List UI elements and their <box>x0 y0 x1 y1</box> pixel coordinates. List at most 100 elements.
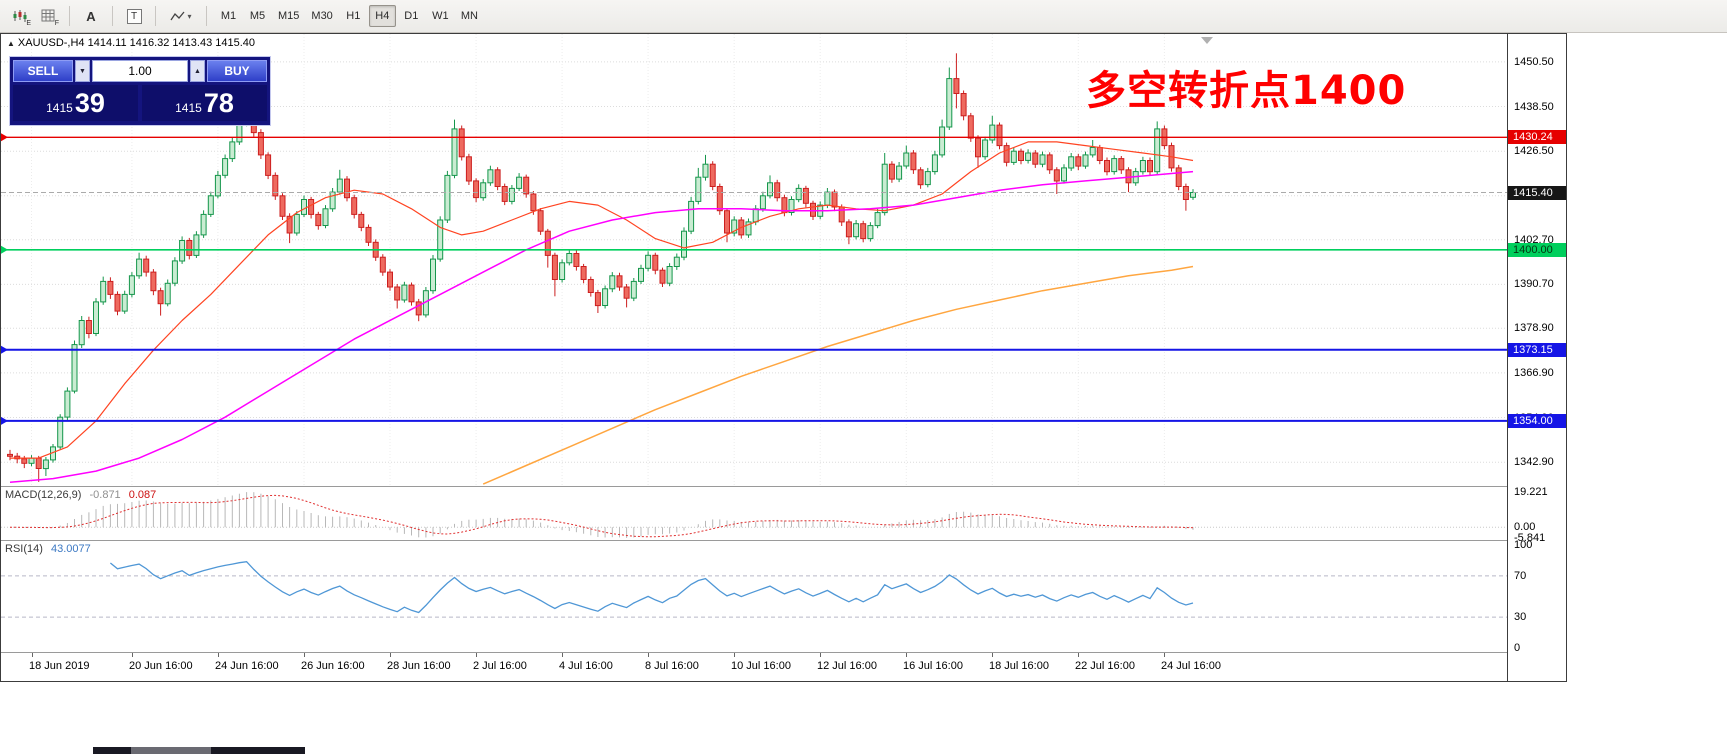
macd-header: MACD(12,26,9) -0.871 0.087 <box>5 489 156 501</box>
time-axis-tick <box>218 653 219 657</box>
trade-panel-top-row: SELL ▼ 1.00 ▲ BUY <box>10 57 270 84</box>
sell-price-display[interactable]: 1415 39 <box>13 85 138 121</box>
price-axis-label: 1450.50 <box>1514 55 1554 68</box>
background-window-fragment <box>93 747 305 754</box>
rsi-axis-label: 0 <box>1514 642 1521 654</box>
chart-display-icon <box>13 10 27 22</box>
price-axis-label: 1366.90 <box>1514 366 1554 379</box>
toolbar-separator <box>155 6 156 26</box>
panel-splitter[interactable] <box>1 540 1566 541</box>
time-axis-label: 16 Jul 16:00 <box>903 660 963 672</box>
tf-button-M1[interactable]: M1 <box>215 5 242 27</box>
price-axis-label: 1426.50 <box>1514 145 1554 158</box>
macd-axis-label: 0.00 <box>1514 521 1536 534</box>
time-axis-label: 28 Jun 16:00 <box>387 660 451 672</box>
time-axis-tick <box>1164 653 1165 657</box>
rsi-header: RSI(14) 43.0077 <box>5 543 91 555</box>
macd-value-signal: 0.087 <box>128 489 157 501</box>
chart-display-badge: E <box>26 20 31 27</box>
time-axis-label: 18 Jul 16:00 <box>989 660 1049 672</box>
time-axis-label: 24 Jun 16:00 <box>215 660 279 672</box>
tf-button-M5[interactable]: M5 <box>244 5 271 27</box>
buy-price-display[interactable]: 1415 78 <box>142 85 267 121</box>
tf-button-W1[interactable]: W1 <box>427 5 454 27</box>
time-axis-label: 20 Jun 16:00 <box>129 660 193 672</box>
time-axis-label: 12 Jul 16:00 <box>817 660 877 672</box>
collapse-marker-icon: ▲ <box>7 39 15 48</box>
tf-button-D1[interactable]: D1 <box>398 5 425 27</box>
top-toolbar: E F A T ▾ M1 M5 M15 M30 H1 H4 D1 W1 MN <box>0 0 1727 33</box>
time-axis-tick <box>132 653 133 657</box>
indicator-window-button[interactable]: F <box>35 4 61 28</box>
time-axis-tick <box>992 653 993 657</box>
sell-button[interactable]: SELL <box>13 60 73 82</box>
hline-price-tag: 1354.00 <box>1508 413 1566 428</box>
line-studies-button[interactable]: ▾ <box>164 4 198 28</box>
rsi-params: (14) <box>23 543 43 555</box>
tf-button-M15[interactable]: M15 <box>273 5 304 27</box>
time-axis[interactable]: 18 Jun 2019 20 Jun 16:00 24 Jun 16:00 26 Ju… <box>1 653 1507 681</box>
indicator-grid-icon <box>41 9 54 22</box>
price-axis-label: 1342.90 <box>1514 456 1554 469</box>
candlestick-chart[interactable] <box>1 34 1507 486</box>
chart-display-button[interactable]: E <box>7 4 33 28</box>
buy-price-pips: 78 <box>203 88 234 118</box>
sell-price-pips: 39 <box>74 88 105 118</box>
text-label-icon: T <box>126 8 142 24</box>
price-axis-label: 1390.70 <box>1514 278 1554 291</box>
panel-splitter[interactable] <box>1 652 1566 653</box>
price-axis-label: 1378.90 <box>1514 322 1554 335</box>
indicator-window-badge: F <box>54 20 59 27</box>
cursor-tool-button[interactable]: A <box>78 4 104 28</box>
time-axis-tick <box>32 653 33 657</box>
time-axis-tick <box>1078 653 1079 657</box>
symbol-period-label: XAUUSD-,H4 <box>17 37 85 49</box>
toolbar-separator <box>112 6 113 26</box>
time-axis-tick <box>648 653 649 657</box>
tf-button-MN[interactable]: MN <box>456 5 483 27</box>
time-axis-label: 22 Jul 16:00 <box>1075 660 1135 672</box>
lot-increase-button[interactable]: ▲ <box>190 60 205 82</box>
ohlc-values-label: 1414.11 1416.32 1413.43 1415.40 <box>87 37 256 49</box>
time-axis-label: 26 Jun 16:00 <box>301 660 365 672</box>
time-axis-tick <box>390 653 391 657</box>
time-axis-label: 4 Jul 16:00 <box>559 660 613 672</box>
lot-decrease-button[interactable]: ▼ <box>75 60 90 82</box>
macd-axis-label: 19.221 <box>1514 486 1548 499</box>
text-label-tool-button[interactable]: T <box>121 4 147 28</box>
rsi-axis-label: 30 <box>1514 611 1527 624</box>
rsi-axis-label: 70 <box>1514 569 1527 582</box>
current-price-tag: 1415.40 <box>1508 185 1566 200</box>
one-click-trade-panel: SELL ▼ 1.00 ▲ BUY 1415 39 1415 78 <box>9 56 271 126</box>
trade-panel-price-row: 1415 39 1415 78 <box>10 84 270 121</box>
timeframe-toolbar: M1 M5 M15 M30 H1 H4 D1 W1 MN <box>214 5 484 27</box>
rsi-axis-label: 100 <box>1514 539 1533 551</box>
time-axis-tick <box>906 653 907 657</box>
time-axis-label: 2 Jul 16:00 <box>473 660 527 672</box>
buy-button[interactable]: BUY <box>207 60 267 82</box>
macd-name: MACD <box>5 489 38 501</box>
hline-price-tag: 1373.15 <box>1508 342 1566 357</box>
macd-panel[interactable] <box>1 487 1507 540</box>
rsi-panel[interactable] <box>1 541 1507 652</box>
letter-a-icon: A <box>86 8 96 24</box>
panel-splitter[interactable] <box>1 486 1566 487</box>
symbol-header: ▲ XAUUSD-,H4 1414.11 1416.32 1413.43 1415… <box>7 37 255 49</box>
toolbar-separator <box>206 6 207 26</box>
time-axis-label: 10 Jul 16:00 <box>731 660 791 672</box>
tf-button-H1[interactable]: H1 <box>340 5 367 27</box>
macd-params: (12,26,9) <box>37 489 82 501</box>
tf-button-H4[interactable]: H4 <box>368 5 396 27</box>
tf-button-M30[interactable]: M30 <box>306 5 337 27</box>
price-axis-label: 1438.50 <box>1514 100 1554 113</box>
time-axis-tick <box>304 653 305 657</box>
macd-value-main: -0.871 <box>89 489 121 501</box>
rsi-value: 43.0077 <box>50 543 91 555</box>
time-axis-label: 8 Jul 16:00 <box>645 660 699 672</box>
time-axis-tick <box>562 653 563 657</box>
lot-size-input[interactable]: 1.00 <box>92 60 188 82</box>
buy-price-main: 1415 <box>175 101 202 115</box>
time-axis-label: 18 Jun 2019 <box>29 660 90 672</box>
toolbar-separator <box>69 6 70 26</box>
price-axis[interactable]: 1450.501438.501426.501414.501402.701390.… <box>1507 34 1566 681</box>
